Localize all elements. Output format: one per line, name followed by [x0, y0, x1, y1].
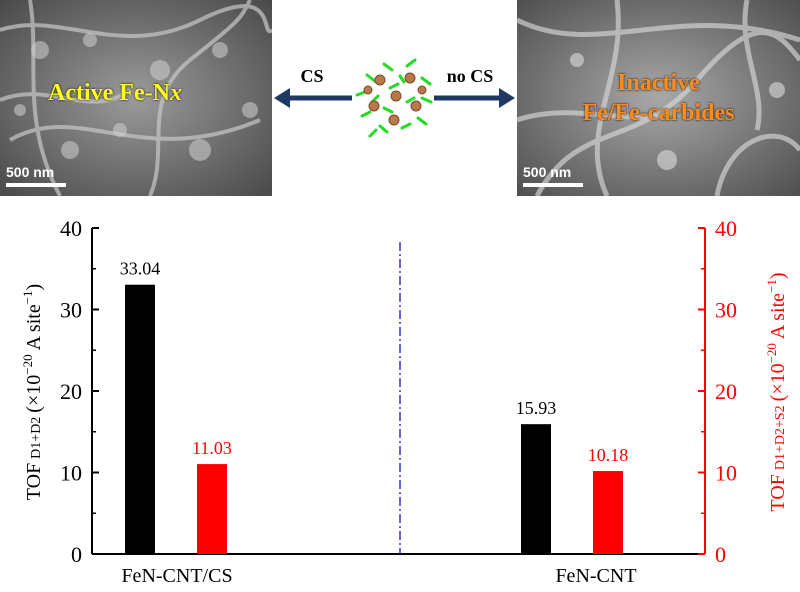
y-tick-label-right: 30: [715, 298, 737, 323]
sem-texture-right: [517, 0, 800, 196]
bar-d1d2-0: [125, 284, 155, 554]
synthesis-scheme: CS no CS: [274, 58, 515, 138]
y-axis-label-right: TOFD1+D2+S2(×10−20A site−1): [764, 272, 789, 511]
y-tick-label-right: 20: [715, 379, 737, 404]
inactive-fe-carbides-label: Inactive Fe/Fe-carbides: [582, 70, 735, 126]
bar-d1d2s2-0: [197, 464, 227, 554]
sem-texture-left: [0, 0, 272, 196]
arrow-no-cs-label: no CS: [447, 66, 494, 86]
data-label-d1d2s2-1: 10.18: [588, 445, 629, 465]
y-axis-label-left: TOFD1+D2(×10−20A site−1): [20, 284, 45, 500]
y-tick-label-left: 0: [71, 542, 82, 567]
category-label-0: FeN-CNT/CS: [121, 565, 232, 587]
arrow-right-icon: [434, 88, 515, 108]
data-label-d1d2s2-0: 11.03: [192, 438, 232, 458]
y-tick-label-right: 40: [715, 216, 737, 241]
data-label-d1d2-1: 15.93: [516, 398, 557, 418]
data-label-d1d2-0: 33.04: [120, 259, 161, 279]
scale-bar-left: 500 nm: [6, 164, 66, 187]
active-fenx-label: Active Fe-Nx: [48, 80, 182, 106]
bar-d1d2s2-1: [593, 471, 623, 554]
scale-bar-right: 500 nm: [523, 164, 583, 187]
y-tick-label-left: 10: [60, 461, 82, 486]
category-label-1: FeN-CNT: [555, 565, 636, 587]
sem-image-active: Active Fe-Nx 500 nm: [0, 0, 272, 196]
y-tick-label-left: 40: [60, 216, 82, 241]
tof-bar-chart: 0 0 10 10 20 20 30 30 40 40 33.04 15.93 11.03 10.18 F…: [20, 216, 789, 587]
y-tick-label-left: 30: [60, 298, 82, 323]
nanoparticle-cluster-icon: [353, 58, 433, 138]
y-tick-label-right: 10: [715, 461, 737, 486]
bar-d1d2-1: [521, 424, 551, 554]
sem-image-inactive: Inactive Fe/Fe-carbides 500 nm: [517, 0, 800, 196]
arrow-left-icon: [274, 88, 352, 108]
y-tick-label-left: 20: [60, 379, 82, 404]
y-tick-label-right: 0: [715, 542, 726, 567]
arrow-cs-label: CS: [300, 66, 323, 86]
